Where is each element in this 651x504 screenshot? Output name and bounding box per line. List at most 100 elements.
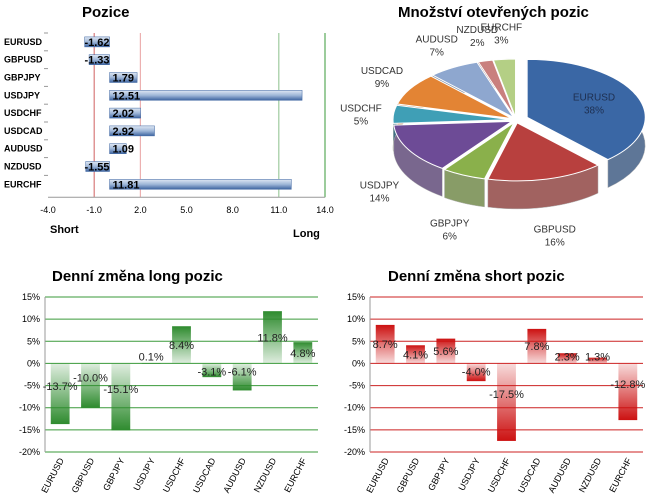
value-label: 11.81 [113,179,140,191]
x-tick-label: 2.0 [134,205,147,215]
x-tick-label: 14.0 [316,205,334,215]
y-tick-label: -10% [344,403,365,413]
change-bar [406,345,425,364]
short-change-title: Denní změna short pozic [388,268,565,285]
category-label: GBPUSD [70,456,97,495]
x-tick-label: 11.0 [270,205,287,215]
category-label: USDCAD [4,126,43,136]
pie-slice [431,61,514,118]
y-tick-label: -5% [24,381,40,391]
pie-slice-percent: 38% [584,105,604,116]
change-bar [232,363,252,391]
pie-slice-percent: 6% [442,232,457,243]
position-bar [109,143,127,154]
change-bar [172,326,191,364]
pie-slice-label: GBPUSD [534,224,576,235]
pie-slice-label: NZDUSD [456,25,498,36]
x-tick-label: -1.0 [86,205,102,215]
category-label: USDJPY [456,456,482,492]
x-tick-label: -4.0 [40,205,56,215]
value-label: 1.3% [585,351,610,363]
pie-slice-label: USDJPY [360,181,400,192]
pie-slice [487,122,600,182]
category-label: NZDUSD [577,456,604,494]
category-label: EURUSD [4,37,43,47]
position-bar [109,90,303,101]
value-label: 2.92 [113,126,134,138]
category-label: EURUSD [39,456,66,495]
pie-slice-label: EURUSD [573,92,615,103]
y-tick-label: 5% [27,336,40,346]
category-label: GBPJPY [4,73,41,83]
pie-slice-label: USDCAD [361,66,403,77]
category-label: EURCHF [282,456,309,494]
value-label: -1.33 [84,55,109,67]
value-label: 7.8% [524,341,549,353]
category-label: GBPUSD [4,55,43,65]
change-bar [141,362,161,364]
value-label: -13.7% [43,381,78,393]
y-tick-label: 0% [27,358,40,368]
value-label: -1.55 [84,162,109,174]
change-bar [466,363,486,382]
category-label: USDCHF [161,456,188,494]
change-bar [436,338,456,364]
y-tick-label: -20% [19,447,40,457]
value-label: 5.6% [433,346,458,358]
long-change-panel: Denní změna long pozic 15% 10% 5% 0% -5% -10%… [0,262,325,504]
category-label: EURUSD [364,456,391,495]
y-tick-label: 0% [352,358,365,368]
pie-slice [526,58,646,161]
y-tick-label: 15% [347,292,365,302]
short-change-panel: Denní změna short pozic 15% 10% 5% 0% -5% -10… [325,262,651,504]
y-tick-label: 15% [22,292,40,302]
y-tick-label: -10% [19,403,40,413]
y-tick-label: -15% [19,425,40,435]
value-label: 4.8% [290,348,315,360]
pie-slice [393,120,514,169]
position-bar [109,179,292,190]
pie-slice [443,122,515,180]
change-bar [618,363,638,421]
y-tick-label: 10% [22,314,40,324]
pie-slice-percent: 16% [545,237,565,248]
pie-slice-label: EURCHF [481,22,523,33]
position-bar [109,125,155,137]
y-tick-label: -20% [344,447,365,457]
category-label: GBPJPY [101,456,127,492]
category-label: USDCAD [191,456,218,495]
y-tick-label: 10% [347,314,365,324]
positions-panel: Pozice -4.0 -1.0 2.0 5.0 8.0 11.0 14.0 Short Lon… [0,0,334,250]
change-bar [375,324,395,364]
position-bar [109,107,141,119]
category-label: NZDUSD [4,162,42,172]
value-label: -15.1% [103,384,138,396]
value-label: -6.1% [228,366,257,378]
y-tick-label: 5% [352,336,365,346]
pie-slice-percent: 9% [375,79,390,90]
value-label: 4.1% [403,349,428,361]
value-label: 8.7% [373,339,398,351]
value-label: 1.09 [113,144,134,156]
open-interest-chart: EURUSD 38% GBPUSD 16% GBPJPY 6% USDJPY 14% USDCH… [340,22,646,248]
position-bar [84,36,110,48]
position-bar [88,54,110,65]
y-tick-label: -5% [349,381,365,391]
open-interest-panel: Množství otevřených pozic EURUSD 38% GBPUS… [330,0,651,250]
category-label: EURCHF [607,456,634,494]
change-bar [557,353,577,364]
position-bar [109,72,138,83]
pie-slice-label: AUDUSD [416,35,458,46]
long-side-label: Long [293,228,320,240]
pie-slice [492,58,517,118]
value-label: -17.5% [489,389,524,401]
category-label: USDCHF [4,108,42,118]
positions-title: Pozice [82,4,130,21]
position-bar [85,161,110,172]
category-label: AUDUSD [221,456,248,495]
pie-slice-percent: 3% [494,35,509,46]
category-label: USDJPY [131,456,157,492]
category-label: EURCHF [4,179,42,189]
change-bar [263,311,282,364]
change-bar [527,328,547,364]
